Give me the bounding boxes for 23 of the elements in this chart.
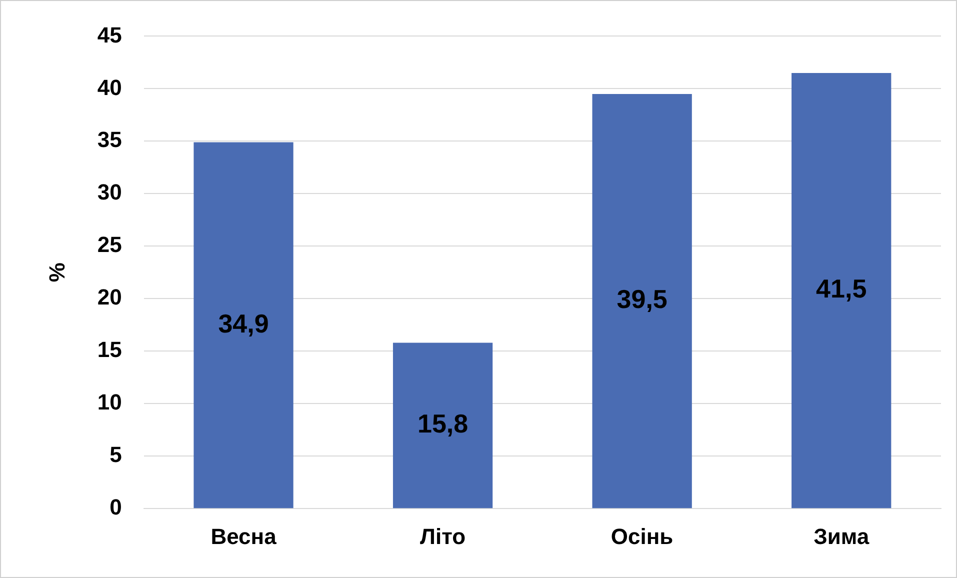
data-label: 34,9	[218, 308, 269, 338]
data-label: 15,8	[417, 408, 468, 439]
y-tick-label: 10	[97, 390, 122, 415]
bar	[392, 342, 493, 508]
y-tick-label: 30	[97, 180, 122, 205]
y-tick-label: 40	[97, 74, 122, 100]
y-tick-label: 0	[110, 494, 122, 520]
bar	[194, 142, 294, 508]
data-label: 41,5	[816, 274, 867, 304]
x-tick-label: Весна	[210, 524, 278, 549]
y-axis-title: %	[44, 262, 70, 282]
data-label: 39,5	[616, 284, 668, 314]
x-tick-label: Зима	[814, 524, 870, 549]
bar	[592, 94, 692, 508]
x-tick-label: Літо	[420, 524, 466, 549]
y-tick-label: 35	[97, 127, 122, 152]
bar	[792, 72, 892, 508]
x-tick-label: Осінь	[610, 524, 674, 549]
y-tick-label: 20	[97, 284, 122, 310]
y-tick-label: 5	[110, 442, 122, 468]
y-tick-label: 15	[97, 337, 122, 362]
y-tick-label: 25	[97, 232, 122, 258]
y-tick-label: 45	[97, 22, 122, 48]
